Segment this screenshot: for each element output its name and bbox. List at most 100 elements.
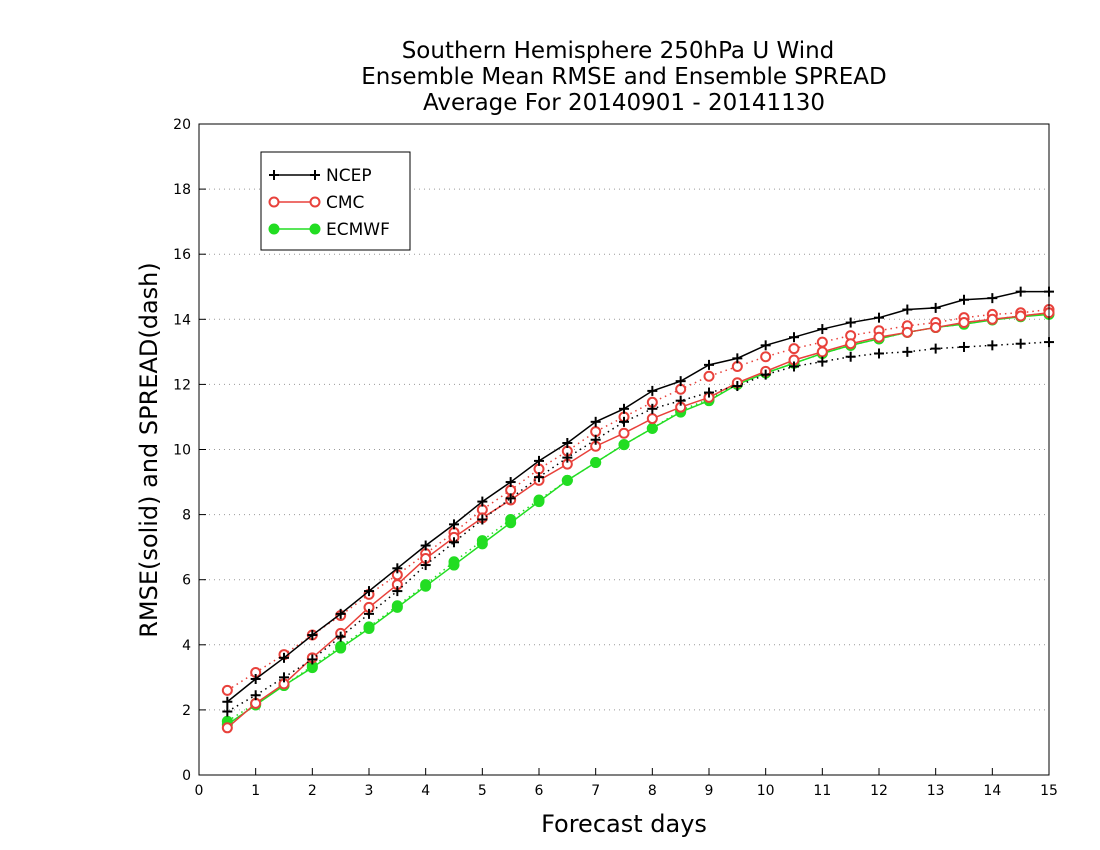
ncep-rmse-point (477, 496, 488, 507)
ecmwf-rmse-point (420, 580, 432, 592)
ncep-rmse-point (704, 359, 714, 370)
ncep-rmse-point (505, 477, 516, 488)
ncep-rmse-point (534, 455, 544, 466)
ncep-spread-point (279, 672, 289, 683)
ncep-rmse-point (959, 294, 969, 305)
legend-item-ecmwf: ECMWF (268, 220, 390, 240)
title-line-2: Ensemble Mean RMSE and Ensemble SPREAD (361, 64, 886, 90)
cmc-rmse-point (873, 331, 885, 343)
x-tick-label: 12 (870, 783, 888, 799)
ncep-spread-point (647, 403, 658, 414)
ncep-spread-point (845, 351, 856, 362)
ncep-rmse-line (226, 290, 1049, 703)
cmc-rmse-point (901, 326, 913, 338)
x-tick-label: 7 (591, 783, 600, 799)
cmc-rmse-point (646, 413, 658, 425)
ncep-rmse-point (307, 630, 318, 641)
ncep-rmse-point (590, 416, 601, 427)
ncep-spread-point (987, 340, 998, 351)
ncep-spread-point (590, 434, 601, 445)
ncep-spread-point (562, 452, 573, 463)
y-tick-label: 8 (182, 508, 191, 524)
cmc-spread-point (703, 370, 715, 382)
legend-marker (269, 170, 279, 180)
ncep-spread-point (534, 472, 544, 483)
x-tick-label: 5 (478, 783, 487, 799)
ecmwf-rmse-series (221, 308, 1055, 731)
ecmwf-spread-series (221, 307, 1055, 727)
ncep-rmse-point (364, 586, 374, 597)
cmc-rmse-series (221, 307, 1055, 734)
ncep-spread-point (364, 608, 374, 619)
y-tick-label: 0 (182, 768, 191, 784)
ncep-spread-point (789, 361, 799, 372)
ncep-spread-point (930, 343, 941, 354)
ecmwf-rmse-point (448, 559, 460, 571)
cmc-spread-point (221, 684, 233, 696)
ecmwf-rmse-point (533, 496, 545, 508)
ncep-rmse-point (392, 563, 403, 574)
ncep-spread-point (704, 387, 714, 398)
cmc-spread-point (788, 343, 800, 355)
ecmwf-spread-line (226, 312, 1050, 722)
x-tick-label: 4 (421, 783, 430, 799)
legend-marker (309, 196, 321, 208)
ncep-rmse-point (250, 673, 261, 684)
legend-marker (309, 223, 321, 235)
ncep-spread-point (874, 348, 884, 359)
x-tick-label: 9 (705, 783, 714, 799)
ncep-rmse-point (789, 332, 799, 343)
title-line-3: Average For 20140901 - 20141130 (423, 90, 825, 116)
ncep-spread-point (1015, 338, 1026, 349)
ncep-rmse-series (222, 286, 1054, 707)
x-tick-label: 11 (813, 783, 831, 799)
legend-marker (268, 196, 280, 208)
ncep-rmse-point (222, 696, 233, 707)
ecmwf-rmse-line (226, 313, 1050, 726)
ncep-rmse-point (335, 608, 346, 619)
legend: NCEP CMC ECMWF (260, 151, 411, 251)
cmc-rmse-point (816, 346, 828, 358)
cmc-rmse-line (226, 312, 1050, 729)
ncep-rmse-point (449, 519, 459, 530)
ncep-rmse-point (619, 403, 629, 414)
ncep-spread-point (505, 493, 516, 504)
plot-frame (198, 123, 1050, 776)
ncep-rmse-point (817, 324, 828, 335)
legend-item-cmc: CMC (268, 193, 364, 213)
x-axis-label: Forecast days (541, 810, 707, 838)
ncep-spread-point (222, 706, 233, 717)
legend-label: NCEP (326, 166, 372, 186)
ecmwf-rmse-point (646, 422, 658, 434)
legend-marker (310, 170, 320, 180)
x-tick-label: 15 (1040, 783, 1058, 799)
y-tick-label: 12 (173, 377, 191, 393)
x-tick-label: 8 (648, 783, 657, 799)
cmc-rmse-point (221, 722, 233, 734)
ncep-spread-point (449, 537, 459, 548)
ncep-spread-point (817, 356, 828, 367)
ncep-rmse-point (420, 540, 431, 551)
ncep-rmse-point (1015, 286, 1026, 297)
ncep-spread-point (732, 381, 743, 392)
ncep-spread-point (307, 654, 318, 665)
cmc-spread-line (226, 308, 1050, 692)
y-tick-label: 6 (182, 573, 191, 589)
ncep-spread-point (675, 395, 686, 406)
x-tick-label: 1 (251, 783, 260, 799)
x-tick-label: 3 (365, 783, 374, 799)
y-tick-label: 20 (173, 117, 191, 133)
ncep-rmse-point (732, 353, 743, 364)
ncep-rmse-point (647, 385, 658, 396)
cmc-spread-point (760, 351, 772, 363)
x-tick-label: 2 (308, 783, 317, 799)
ecmwf-rmse-point (391, 601, 403, 613)
legend-label: ECMWF (326, 220, 390, 240)
ncep-spread-point (250, 690, 261, 701)
ncep-spread-point (902, 346, 913, 357)
y-axis-label: RMSE(solid) and SPREAD(dash) (135, 262, 163, 638)
ecmwf-rmse-point (476, 538, 488, 550)
series (221, 286, 1055, 734)
x-tick-label: 14 (983, 783, 1001, 799)
